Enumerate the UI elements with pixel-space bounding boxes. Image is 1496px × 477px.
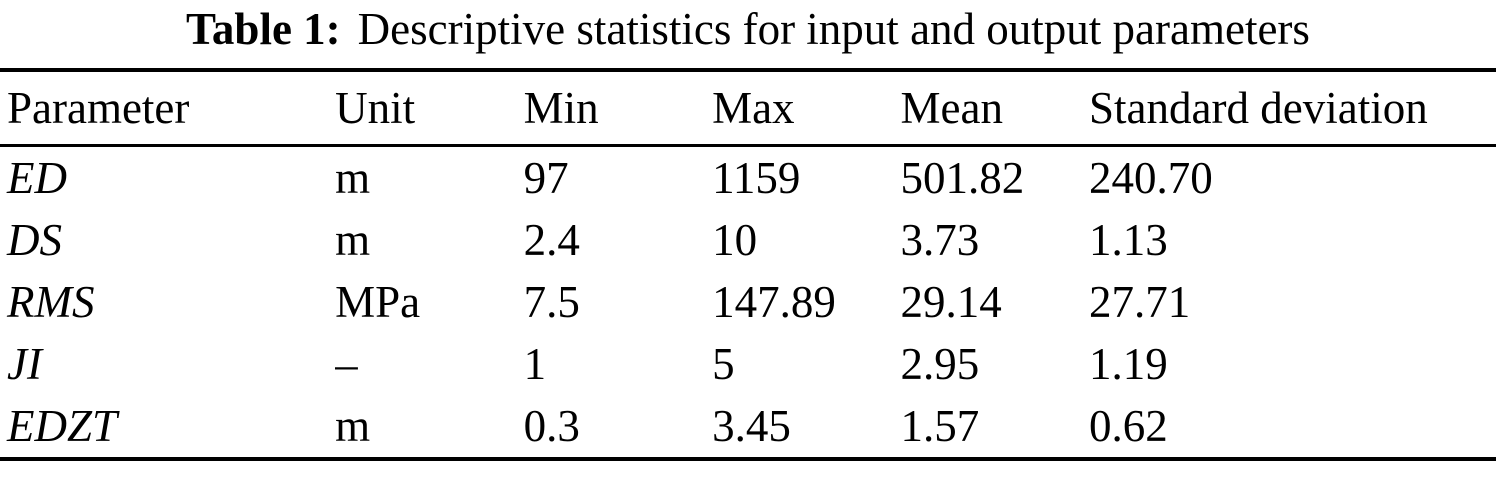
header-row: Parameter Unit Min Max Mean Standard dev…: [0, 68, 1496, 147]
cell-max: 5: [712, 339, 735, 389]
cell-std: 1.13: [1089, 215, 1168, 265]
table-row: JI – 1 5 2.95 1.19: [0, 333, 1496, 395]
table-caption: Table 1: Descriptive statistics for input…: [0, 2, 1496, 56]
cell-min: 2.4: [523, 215, 580, 265]
cell-max: 3.45: [712, 395, 901, 461]
cell-parameter: DS: [7, 215, 62, 265]
cell-mean: 29.14: [900, 277, 1002, 327]
cell-unit: m: [335, 153, 371, 203]
cell-min: 0.3: [523, 395, 713, 461]
cell-parameter: RMS: [7, 277, 95, 327]
cell-mean: 3.73: [900, 215, 980, 265]
column-header-parameter: Parameter: [0, 68, 336, 147]
cell-std: 240.70: [1089, 153, 1213, 203]
table-row: RMS MPa 7.5 147.89 29.14 27.71: [0, 271, 1496, 333]
cell-unit: MPa: [335, 277, 421, 327]
table-row: ED m 97 1159 501.82 240.70: [0, 146, 1496, 210]
caption-label: Table 1:: [186, 4, 341, 54]
cell-std: 1.19: [1089, 339, 1168, 389]
cell-min: 1: [523, 339, 547, 389]
column-header-max: Max: [712, 68, 901, 147]
column-header-min: Min: [523, 68, 713, 147]
column-header-mean: Mean: [900, 68, 1090, 147]
cell-unit: m: [335, 395, 524, 461]
cell-unit: –: [335, 339, 358, 389]
column-header-std: Standard deviation: [1089, 68, 1496, 147]
cell-mean: 2.95: [900, 339, 980, 389]
descriptive-statistics-table: Parameter Unit Min Max Mean Standard dev…: [0, 68, 1496, 461]
cell-parameter: JI: [7, 339, 42, 389]
cell-min: 97: [523, 153, 569, 203]
cell-std: 0.62: [1089, 395, 1496, 461]
column-header-unit: Unit: [335, 68, 524, 147]
table-row: EDZT m 0.3 3.45 1.57 0.62: [0, 395, 1496, 461]
caption-text: Descriptive statistics for input and out…: [357, 4, 1310, 54]
cell-max: 147.89: [712, 277, 836, 327]
cell-parameter: EDZT: [0, 395, 336, 461]
cell-mean: 1.57: [900, 395, 1090, 461]
cell-unit: m: [335, 215, 371, 265]
table-row: DS m 2.4 10 3.73 1.13: [0, 209, 1496, 271]
cell-mean: 501.82: [900, 153, 1025, 203]
cell-min: 7.5: [523, 277, 580, 327]
cell-max: 1159: [712, 153, 801, 203]
cell-max: 10: [712, 215, 758, 265]
cell-parameter: ED: [7, 153, 67, 203]
cell-std: 27.71: [1089, 277, 1191, 327]
